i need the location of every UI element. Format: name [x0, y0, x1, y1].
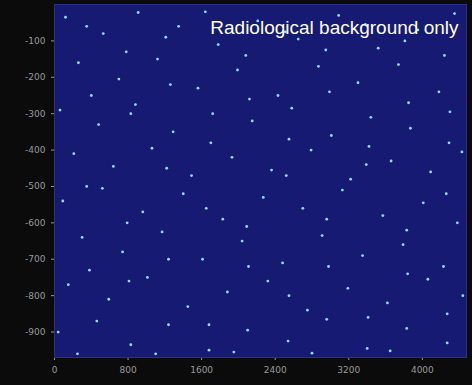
svg-text:3200: 3200 — [337, 365, 360, 375]
svg-text:Radiological background only: Radiological background only — [210, 17, 459, 38]
svg-text:-800: -800 — [25, 291, 46, 301]
svg-text:4000: 4000 — [411, 365, 434, 375]
svg-text:-900: -900 — [25, 327, 46, 337]
svg-text:-600: -600 — [25, 218, 46, 228]
svg-text:2400: 2400 — [264, 365, 287, 375]
svg-text:-200: -200 — [25, 72, 46, 82]
svg-text:-300: -300 — [25, 109, 46, 119]
svg-text:-400: -400 — [25, 145, 46, 155]
svg-text:800: 800 — [119, 365, 136, 375]
svg-text:0: 0 — [52, 365, 58, 375]
svg-text:-100: -100 — [25, 36, 46, 46]
svg-text:-700: -700 — [25, 254, 46, 264]
svg-text:1600: 1600 — [190, 365, 213, 375]
svg-text:-500: -500 — [25, 181, 46, 191]
